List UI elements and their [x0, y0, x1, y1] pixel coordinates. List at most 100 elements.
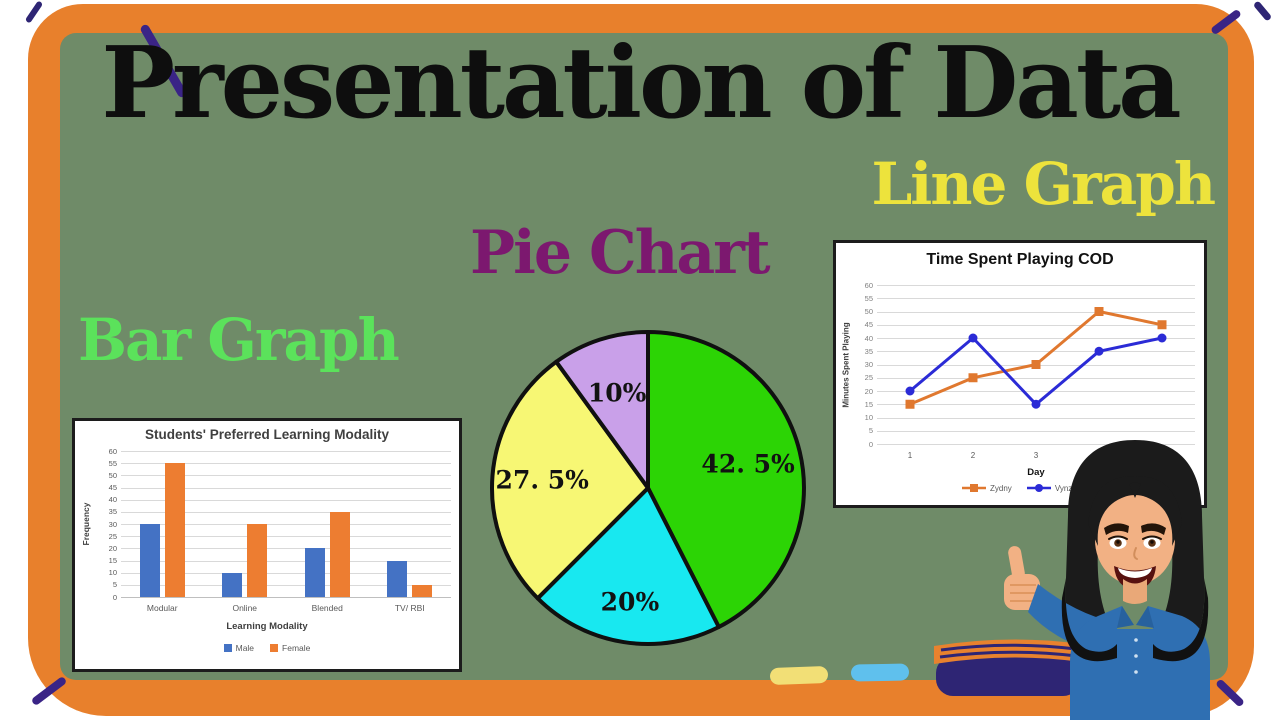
grid-line [877, 391, 1195, 392]
grid-line [121, 584, 451, 586]
legend-marker [1026, 484, 1051, 492]
avatar-nose [1133, 547, 1138, 560]
legend-label: Female [282, 643, 311, 653]
blue-chalk [850, 663, 910, 682]
bar [139, 524, 160, 597]
y-tick-label: 25 [108, 531, 117, 541]
pie-chart-svg [490, 330, 806, 646]
y-tick-label: 35 [108, 507, 117, 517]
grid-line [121, 597, 451, 598]
y-axis-title: Frequency [81, 502, 91, 546]
grid-line [121, 548, 451, 550]
data-point-marker [1031, 399, 1041, 409]
grid-line [877, 285, 1195, 286]
avatar-shirt [1070, 606, 1210, 720]
grid-line [877, 298, 1195, 300]
pie-slice [646, 330, 806, 629]
avatar-left-brow [1104, 523, 1129, 535]
grid-line [877, 430, 1195, 432]
legend-item: Female [270, 643, 310, 653]
y-tick-label: 0 [868, 439, 873, 449]
y-tick-label: 50 [864, 307, 873, 316]
bar-chart-panel: Students' Preferred Learning Modality 0 5 1… [72, 418, 462, 672]
y-tick-label: 30 [108, 519, 117, 529]
y-tick-label: 20 [108, 543, 117, 553]
y-tick-label: 55 [864, 293, 873, 303]
avatar-hair-part [1129, 482, 1141, 498]
grid-line [877, 377, 1195, 379]
grid-line [877, 338, 1195, 339]
y-tick-label: 10 [864, 413, 873, 422]
grid-line [121, 560, 451, 562]
corner-sliver-top-right [1252, 0, 1273, 22]
line-graph-label: Line Graph [871, 150, 1216, 218]
grid-line [121, 499, 451, 501]
x-tick-label: 3 [1033, 451, 1039, 460]
grid-line [877, 444, 1195, 445]
y-tick-label: 60 [108, 446, 117, 456]
data-point-marker [968, 373, 978, 383]
bar [247, 524, 268, 597]
grid-line [877, 311, 1195, 313]
line-chart-plot [905, 307, 1167, 409]
avatar-neck [1123, 579, 1147, 604]
teacher-avatar [1004, 440, 1210, 720]
legend-marker [962, 484, 987, 492]
legend-swatch [270, 644, 279, 652]
legend-item: Zydny [961, 483, 1012, 493]
y-tick-label: 0 [112, 592, 117, 602]
y-tick-label: 40 [864, 333, 873, 343]
yellow-chalk [769, 665, 829, 686]
x-tick-label: TV/ RBI [394, 603, 425, 613]
grid-line [121, 572, 451, 574]
grid-line [121, 475, 451, 477]
data-point-marker [968, 333, 978, 343]
legend-item: Male [223, 643, 255, 653]
x-tick-label: Modular [146, 603, 178, 613]
pie-chart [483, 323, 813, 653]
legend-label: Male [235, 643, 255, 653]
grid-line [121, 536, 451, 538]
y-tick-label: 35 [864, 346, 873, 356]
line-chart-title: Time Spent Playing COD [926, 251, 1114, 268]
grid-line [877, 417, 1195, 419]
data-point-marker [1031, 360, 1041, 369]
data-point-marker [905, 386, 915, 396]
grid-line [121, 511, 451, 513]
avatar-right-brow [1141, 523, 1166, 535]
y-tick-label: 10 [108, 568, 117, 578]
x-axis-title: Day [1027, 467, 1045, 478]
y-tick-label: 25 [864, 373, 873, 383]
data-point-marker [1094, 346, 1104, 356]
y-tick-label: 45 [108, 483, 117, 492]
y-tick-label: 50 [108, 470, 117, 480]
pie-slice [490, 359, 650, 601]
bar [387, 560, 408, 597]
book-decoration [934, 639, 1082, 696]
legend-swatch [223, 644, 232, 652]
grid-line [877, 351, 1195, 353]
grid-line [121, 463, 451, 465]
grid-line [121, 524, 451, 525]
bar-chart-title: Students' Preferred Learning Modality [144, 427, 389, 442]
legend-label: Vynznt [1054, 483, 1079, 493]
x-tick-label: 1 [907, 451, 913, 460]
x-tick-label: 2 [970, 451, 976, 460]
y-tick-label: 60 [864, 280, 873, 290]
x-tick-label: Blended [311, 603, 343, 613]
avatar-thumb [1008, 546, 1025, 580]
y-tick-label: 5 [112, 580, 117, 590]
line-chart-legend: Zydny Vynznt [836, 483, 1204, 493]
line-series-vynznt [908, 336, 1164, 406]
data-point-marker [905, 399, 915, 409]
data-point-marker [1157, 320, 1167, 330]
y-tick-label: 45 [864, 320, 873, 330]
bar [164, 463, 185, 597]
pie-slice [535, 486, 721, 646]
x-tick-label: Online [232, 603, 258, 613]
y-tick-label: 15 [864, 399, 873, 409]
data-point-marker [1157, 333, 1167, 343]
bar [412, 584, 433, 597]
y-tick-label: 40 [108, 495, 117, 505]
